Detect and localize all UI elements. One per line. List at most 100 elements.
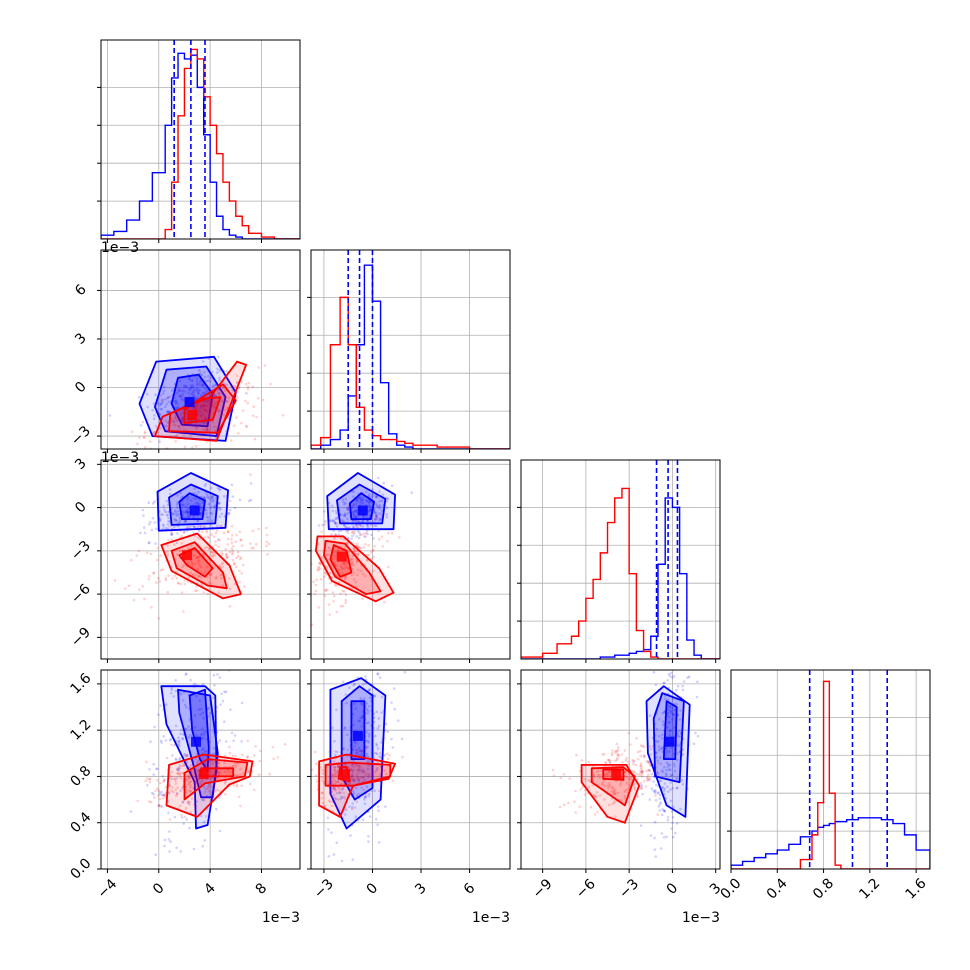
panel-frame: [520, 459, 721, 660]
scatter-point: [176, 402, 180, 406]
scatter-point: [593, 795, 597, 799]
scatter-point: [202, 400, 206, 404]
scatter-point: [199, 507, 203, 510]
scatter-point: [376, 823, 379, 827]
scatter-point: [187, 576, 191, 579]
scatter-point: [233, 384, 236, 388]
scatter-point: [333, 782, 337, 786]
scatter-point: [211, 420, 214, 424]
scatter-point: [329, 800, 332, 804]
scatter-point: [350, 779, 354, 782]
scatter-point: [198, 699, 202, 702]
scatter-point: [676, 684, 680, 688]
scatter-point: [210, 498, 213, 501]
scatter-point: [178, 379, 182, 383]
scatter-point: [357, 777, 361, 780]
scatter-point: [217, 762, 220, 766]
scatter-point: [231, 765, 234, 768]
scatter-point: [165, 499, 169, 503]
scatter-point: [170, 688, 173, 692]
scatter-point: [340, 565, 343, 568]
gridlines: [730, 670, 930, 869]
scatter-point: [369, 508, 373, 511]
scatter-point: [147, 541, 151, 544]
scatter-point: [197, 556, 200, 559]
scatter-point: [365, 490, 368, 494]
scatter-point: [265, 544, 268, 548]
scatter-point: [179, 850, 182, 853]
scatter-point: [318, 562, 322, 565]
scatter-point: [348, 781, 352, 784]
scatter-point: [653, 848, 657, 851]
scatter-point: [340, 859, 344, 863]
scatter-point: [351, 789, 355, 793]
scatter-point: [603, 798, 606, 801]
scatter-point: [174, 417, 177, 421]
scatter-point: [152, 571, 155, 575]
scatter-point: [348, 686, 351, 689]
scatter-point: [179, 491, 182, 495]
scatter-point: [661, 808, 664, 811]
scatter-point: [334, 521, 337, 525]
scatter-point: [218, 379, 221, 382]
scatter-point: [398, 536, 401, 539]
contour-line-blue: [662, 700, 678, 760]
scatter-point: [617, 753, 620, 756]
scatter-point: [188, 789, 192, 793]
scatter-point: [386, 539, 389, 543]
scatter-point: [184, 519, 187, 523]
scatter-point: [379, 517, 382, 521]
scatter-point: [631, 758, 635, 762]
scatter-point: [193, 525, 196, 529]
scatter-point: [361, 572, 365, 576]
scatter-point: [352, 525, 356, 529]
scatter-point: [678, 718, 682, 721]
scatter-point: [351, 770, 355, 774]
scatter-point: [613, 792, 617, 795]
scatter-point: [212, 551, 215, 554]
scatter-point: [343, 577, 347, 581]
scatter-point: [181, 737, 184, 740]
scatter-point: [207, 547, 211, 551]
scatter-point: [381, 545, 385, 548]
scatter-point: [191, 392, 194, 395]
scatter-point: [160, 399, 163, 402]
scatter-point: [337, 780, 340, 784]
scatter-point: [366, 525, 370, 529]
scatter-point: [593, 813, 597, 816]
scatter-point: [323, 588, 327, 592]
scatter-point: [344, 562, 347, 566]
scatter-point: [207, 379, 210, 382]
x-tick-label: 3: [412, 880, 430, 898]
scatter-point: [184, 520, 187, 524]
scatter-point: [333, 768, 337, 772]
scatter-point: [654, 799, 658, 802]
scatter-point: [672, 835, 675, 839]
scatter-point: [212, 499, 215, 502]
scatter-point: [174, 689, 178, 693]
scatter-point: [218, 789, 222, 793]
scatter-point: [344, 525, 348, 529]
scatter-point: [356, 544, 359, 547]
scatter-point: [182, 433, 186, 437]
scatter-point: [620, 799, 623, 802]
scatter-point: [205, 546, 208, 549]
scatter-point: [185, 509, 189, 512]
scatter-point: [206, 535, 210, 538]
scatter-point: [350, 768, 353, 772]
scatter-point: [234, 540, 238, 543]
panel-content: [311, 472, 414, 626]
scatter-point: [227, 513, 230, 516]
scatter-point: [213, 684, 216, 687]
scatter-point: [183, 582, 186, 586]
scatter-point: [136, 799, 139, 803]
scatter-point: [148, 777, 152, 780]
scatter-point: [653, 791, 657, 795]
scatter-point: [380, 741, 383, 744]
scatter-point: [359, 716, 363, 720]
scatter-point: [375, 514, 378, 517]
scatter-point: [333, 739, 336, 743]
scatter-point: [214, 577, 218, 580]
scatter-point: [231, 549, 234, 552]
scatter-point: [386, 757, 390, 760]
